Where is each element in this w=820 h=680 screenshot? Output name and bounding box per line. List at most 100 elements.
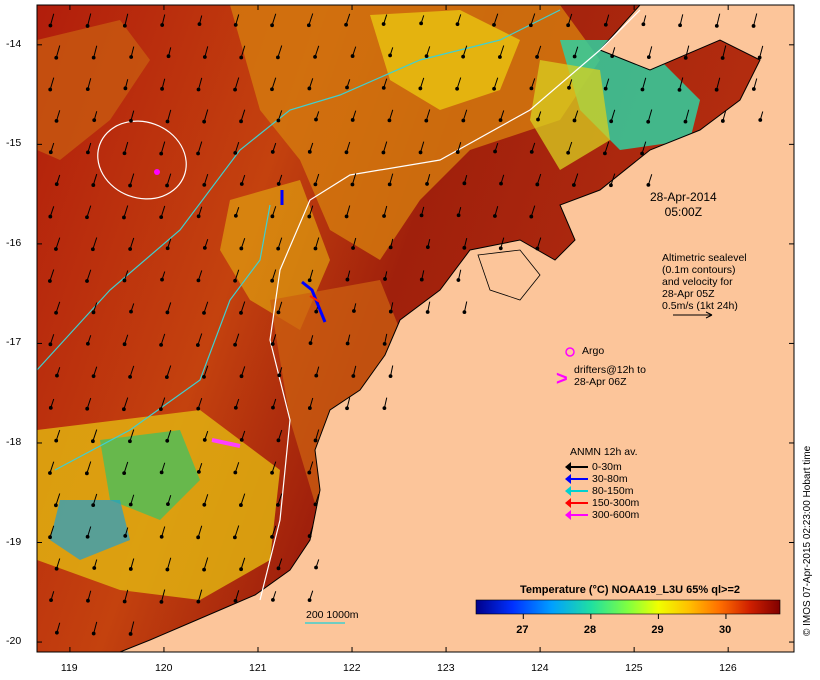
velocity-arrow-head bbox=[609, 119, 614, 124]
velocity-arrow bbox=[716, 77, 721, 90]
velocity-arrow-head bbox=[277, 373, 282, 378]
velocity-arrow-head bbox=[91, 55, 96, 60]
altimetric-line-5: 0.5m/s (1kt 24h) bbox=[662, 300, 738, 312]
velocity-arrow-head bbox=[425, 245, 430, 250]
drifter-legend-symbol: > bbox=[556, 368, 568, 390]
velocity-arrow-head bbox=[646, 182, 651, 187]
velocity-arrow-head bbox=[48, 23, 53, 28]
velocity-arrow bbox=[234, 77, 240, 90]
velocity-arrow-head bbox=[683, 119, 688, 124]
velocity-arrow-head bbox=[720, 119, 725, 123]
velocity-arrow-head bbox=[54, 55, 59, 60]
velocity-arrow-head bbox=[462, 245, 467, 250]
velocity-arrow-head bbox=[535, 55, 539, 59]
velocity-arrow-head bbox=[307, 86, 312, 91]
velocity-arrow bbox=[129, 173, 135, 186]
velocity-arrow-head bbox=[233, 278, 237, 283]
velocity-arrow-head bbox=[85, 534, 90, 539]
anmn-legend-item: 30-80m bbox=[565, 473, 639, 485]
velocity-arrow-head bbox=[49, 598, 53, 603]
velocity-arrow-head bbox=[350, 54, 355, 58]
velocity-arrow-head bbox=[720, 56, 725, 60]
velocity-arrow-head bbox=[646, 55, 651, 60]
velocity-arrow bbox=[123, 461, 129, 474]
velocity-arrow bbox=[685, 45, 690, 58]
velocity-arrow-head bbox=[54, 438, 59, 443]
velocity-arrow-head bbox=[232, 535, 237, 540]
velocity-arrow-head bbox=[165, 246, 170, 251]
velocity-arrow-head bbox=[492, 86, 496, 91]
velocity-arrow bbox=[610, 109, 616, 122]
velocity-arrow bbox=[234, 333, 240, 345]
velocity-arrow bbox=[753, 13, 758, 27]
velocity-arrow-head bbox=[165, 183, 169, 188]
anmn-legend-item: 0-30m bbox=[565, 461, 639, 473]
velocity-arrow bbox=[240, 493, 246, 506]
altimetric-line-1: Altimetric sealevel bbox=[662, 252, 747, 264]
velocity-arrow-head bbox=[387, 118, 392, 123]
velocity-arrow bbox=[314, 45, 320, 58]
velocity-arrow bbox=[93, 45, 98, 58]
lat-tick-label: -20 bbox=[6, 635, 22, 648]
velocity-arrow bbox=[240, 45, 246, 58]
velocity-arrow bbox=[604, 141, 610, 154]
velocity-arrow-head bbox=[603, 86, 608, 91]
velocity-arrow bbox=[716, 13, 721, 26]
velocity-arrow-head bbox=[202, 310, 206, 315]
lat-tick-label: -15 bbox=[6, 137, 22, 150]
velocity-arrow-head bbox=[678, 23, 682, 28]
lon-tick-label: 121 bbox=[248, 662, 267, 674]
sst-patch-yellow-east bbox=[530, 60, 610, 170]
velocity-arrow-head bbox=[48, 87, 53, 92]
velocity-arrow bbox=[499, 45, 505, 58]
velocity-arrow-head bbox=[308, 341, 313, 346]
velocity-arrow-head bbox=[276, 310, 281, 315]
velocity-arrow bbox=[166, 365, 172, 378]
velocity-arrow-head bbox=[307, 149, 312, 154]
velocity-arrow-head bbox=[567, 85, 571, 90]
velocity-arrow-head bbox=[196, 87, 201, 92]
velocity-arrow bbox=[456, 77, 462, 89]
velocity-arrow-head bbox=[159, 151, 164, 156]
velocity-arrows bbox=[47, 13, 764, 636]
anmn-arrow-icon bbox=[565, 510, 588, 520]
velocity-arrow bbox=[129, 429, 135, 442]
velocity-arrow-head bbox=[239, 55, 244, 60]
velocity-arrow bbox=[382, 141, 388, 153]
velocity-arrow-head bbox=[758, 118, 763, 122]
velocity-arrow-head bbox=[461, 118, 466, 123]
velocity-arrow-head bbox=[48, 471, 52, 475]
velocity-arrow-head bbox=[239, 246, 244, 251]
velocity-arrow bbox=[160, 333, 166, 346]
velocity-arrow-head bbox=[129, 55, 134, 59]
velocity-arrow-head bbox=[572, 118, 577, 123]
velocity-arrow-head bbox=[529, 86, 534, 91]
velocity-arrow bbox=[93, 621, 98, 634]
velocity-arrow-head bbox=[345, 277, 350, 282]
velocity-arrow-head bbox=[571, 183, 576, 187]
velocity-arrow-head bbox=[270, 342, 275, 346]
anmn-legend-label: 0-30m bbox=[592, 461, 622, 473]
velocity-arrow-head bbox=[233, 470, 238, 475]
velocity-arrow bbox=[197, 525, 203, 538]
velocity-arrow-head bbox=[160, 86, 164, 91]
velocity-arrow-head bbox=[86, 150, 90, 155]
velocity-arrow-head bbox=[418, 150, 423, 155]
velocity-arrow-head bbox=[535, 182, 540, 187]
velocity-arrow bbox=[92, 493, 98, 506]
velocity-arrow-head bbox=[92, 566, 97, 570]
velocity-arrow-head bbox=[196, 535, 201, 540]
velocity-arrow-head bbox=[202, 183, 207, 187]
date-time-label: 28-Apr-2014 05:00Z bbox=[650, 190, 717, 220]
velocity-arrow-head bbox=[122, 599, 127, 604]
velocity-arrow-head bbox=[276, 246, 281, 251]
velocity-arrow-head bbox=[165, 567, 170, 572]
velocity-scale-arrowhead bbox=[705, 311, 713, 319]
velocity-arrow-head bbox=[270, 150, 275, 154]
velocity-arrow-head bbox=[492, 22, 496, 27]
axis-ticks bbox=[37, 5, 794, 652]
colorbar-tick-label: 27 bbox=[516, 624, 529, 636]
drifter-track-blue bbox=[301, 280, 327, 323]
velocity-arrow-head bbox=[160, 23, 165, 27]
